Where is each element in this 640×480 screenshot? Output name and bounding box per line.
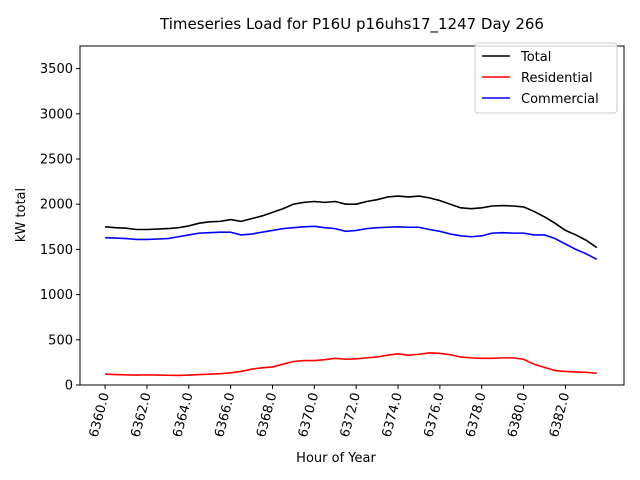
- legend-label-total: Total: [520, 50, 551, 65]
- legend-label-commercial: Commercial: [521, 92, 599, 107]
- legend-box: [474, 42, 618, 114]
- y-axis: 0 500 1000 1500 2000 2500 3000 3500: [40, 62, 80, 394]
- y-axis-label: kW total: [14, 188, 29, 242]
- series-line-residential: [105, 352, 597, 377]
- y-tick-label: 3500: [40, 62, 73, 77]
- x-axis-label: Hour of Year: [296, 451, 376, 466]
- plot-frame: [79, 45, 625, 386]
- y-tick-label: 1000: [40, 288, 73, 303]
- series-layer: [105, 195, 598, 377]
- series-line-commercial: [105, 225, 598, 261]
- y-tick-label: 2000: [40, 198, 73, 213]
- y-tick-label: 2500: [40, 153, 73, 168]
- legend-label-residential: Residential: [521, 71, 593, 86]
- y-tick-label: 500: [48, 333, 73, 348]
- chart-title: Timeseries Load for P16U p16uhs17_1247 D…: [159, 15, 544, 34]
- y-tick-label: 3000: [40, 107, 73, 122]
- y-tick-label: 1500: [40, 243, 73, 258]
- y-tick-label: 0: [65, 379, 73, 394]
- series-line-total: [105, 195, 598, 249]
- legend: Total Residential Commercial: [474, 42, 618, 114]
